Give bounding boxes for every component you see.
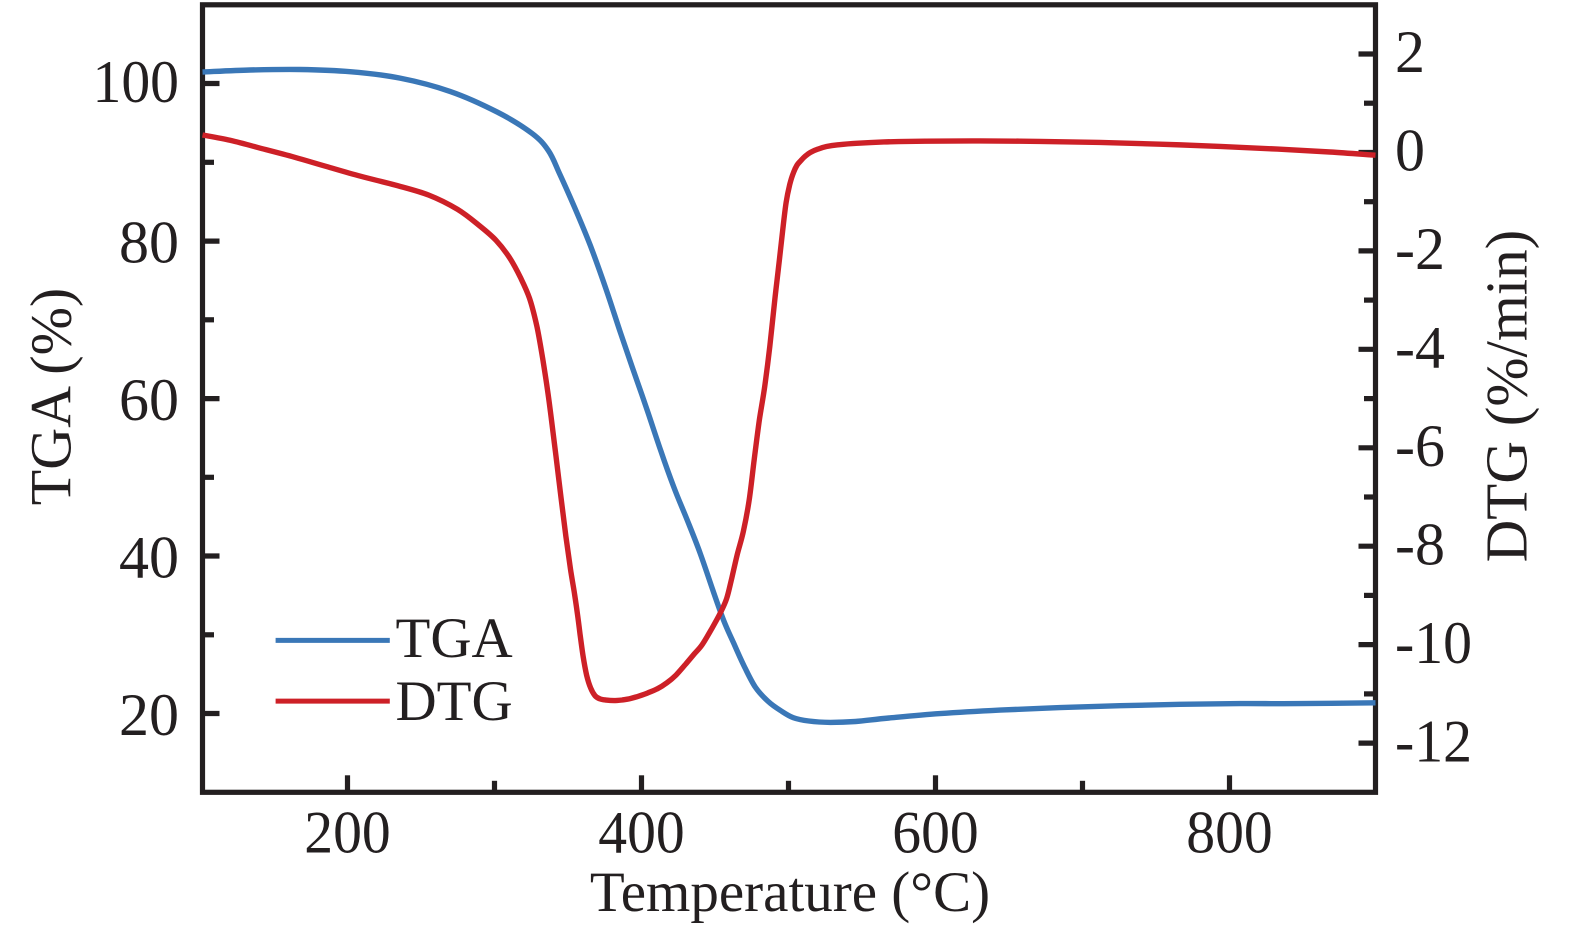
svg-text:Temperature (°C): Temperature (°C) — [590, 861, 990, 924]
svg-text:600: 600 — [892, 800, 979, 866]
svg-text:20: 20 — [119, 682, 179, 748]
svg-text:2: 2 — [1395, 19, 1425, 85]
svg-text:80: 80 — [119, 210, 179, 276]
svg-text:TGA: TGA — [396, 607, 513, 670]
svg-text:-10: -10 — [1395, 610, 1472, 676]
svg-text:DTG: DTG — [396, 670, 513, 733]
svg-text:200: 200 — [304, 800, 391, 866]
svg-text:60: 60 — [119, 367, 179, 433]
svg-text:800: 800 — [1186, 800, 1273, 866]
svg-text:100: 100 — [93, 49, 180, 115]
svg-text:-12: -12 — [1395, 708, 1472, 774]
svg-text:40: 40 — [119, 525, 179, 591]
svg-text:-6: -6 — [1395, 413, 1445, 479]
svg-text:TGA (%): TGA (%) — [19, 288, 84, 505]
svg-text:-4: -4 — [1395, 315, 1445, 381]
svg-text:0: 0 — [1395, 118, 1425, 184]
svg-text:-8: -8 — [1395, 511, 1445, 577]
svg-text:-2: -2 — [1395, 216, 1445, 282]
svg-text:DTG (%/min): DTG (%/min) — [1474, 230, 1540, 563]
svg-text:400: 400 — [598, 800, 685, 866]
